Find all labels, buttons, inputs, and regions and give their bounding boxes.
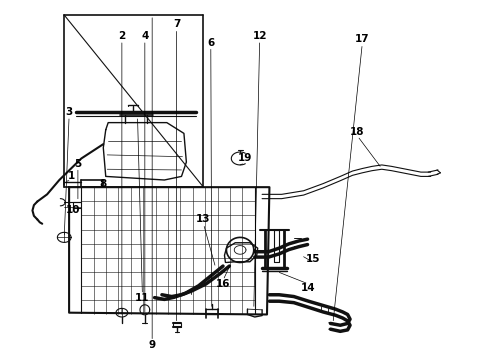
Text: 12: 12 — [252, 31, 267, 41]
Text: 13: 13 — [196, 215, 211, 224]
Text: 5: 5 — [74, 159, 81, 169]
Text: 16: 16 — [216, 279, 230, 289]
Text: 7: 7 — [173, 19, 180, 29]
Text: 11: 11 — [135, 293, 149, 303]
Text: 14: 14 — [301, 283, 316, 293]
Text: 18: 18 — [350, 127, 365, 136]
Text: 6: 6 — [207, 38, 215, 48]
Text: 8: 8 — [99, 179, 107, 189]
Text: 1: 1 — [68, 171, 75, 181]
Text: 4: 4 — [141, 31, 148, 41]
Text: 10: 10 — [66, 206, 80, 216]
Text: 15: 15 — [306, 254, 320, 264]
Text: 9: 9 — [148, 340, 156, 350]
Text: 2: 2 — [118, 31, 125, 41]
Text: 19: 19 — [238, 153, 252, 163]
Text: 3: 3 — [66, 107, 73, 117]
Text: 17: 17 — [355, 35, 369, 44]
